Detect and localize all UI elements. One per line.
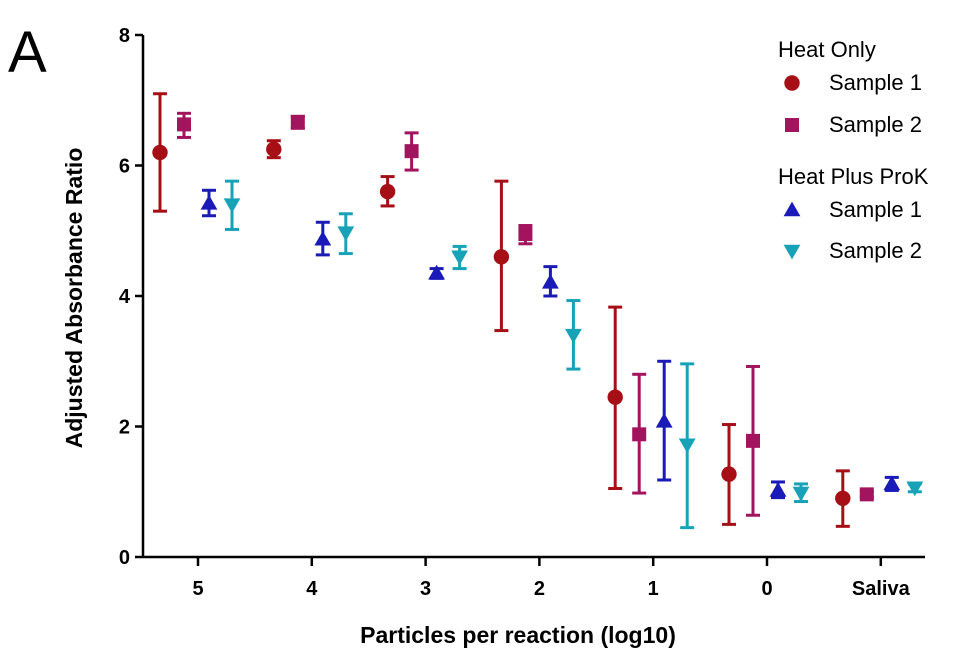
series-1 — [152, 92, 851, 528]
legend-marker — [783, 201, 801, 217]
data-point — [678, 438, 696, 454]
y-tick-label: 2 — [119, 417, 130, 439]
legend-group-title: Heat Only — [778, 37, 876, 62]
data-point — [200, 194, 218, 210]
data-marks — [152, 92, 924, 530]
data-point — [721, 466, 737, 482]
data-point — [290, 114, 305, 129]
y-tick-label: 8 — [119, 25, 130, 47]
x-axis-title: Particles per reaction (log10) — [360, 622, 676, 648]
x-tick-label: 3 — [420, 578, 431, 600]
data-point — [632, 427, 647, 442]
data-point — [223, 198, 241, 214]
data-point — [337, 226, 355, 242]
data-point — [746, 433, 760, 448]
data-point — [792, 486, 810, 502]
x-tick-label: 1 — [648, 578, 659, 600]
x-axis: 5 4 3 2 1 0 Saliva — [143, 555, 925, 600]
series-3 — [200, 188, 901, 500]
data-point — [451, 250, 468, 266]
data-point — [379, 183, 396, 200]
data-point — [493, 249, 510, 265]
legend-marker — [785, 118, 799, 132]
legend-label: Sample 1 — [829, 70, 922, 95]
x-tick-label: 4 — [306, 578, 318, 600]
y-tick-label: 0 — [119, 547, 130, 569]
data-point — [428, 264, 445, 280]
data-point — [565, 328, 582, 344]
data-point — [655, 412, 673, 428]
data-point — [542, 273, 559, 289]
legend: Heat Only Sample 1 Sample 2 Heat Plus ProK S… — [778, 37, 929, 263]
data-point — [835, 490, 851, 506]
legend-item: Sample 2 — [783, 238, 922, 263]
panel-label: A — [8, 20, 47, 85]
x-tick-label: 2 — [534, 578, 545, 600]
legend-marker — [783, 244, 801, 260]
series-4 — [223, 179, 924, 530]
data-point — [769, 482, 787, 497]
legend-label: Sample 2 — [829, 238, 922, 263]
y-axis: 0 2 4 6 8 — [119, 25, 145, 569]
data-point — [314, 230, 332, 246]
x-tick-label: 5 — [192, 578, 203, 600]
data-point — [607, 389, 623, 405]
legend-item: Sample 1 — [784, 70, 922, 95]
x-tick-label: 0 — [761, 578, 772, 600]
y-axis-title: Adjusted Absorbance Ratio — [61, 148, 87, 449]
data-point — [152, 144, 168, 161]
data-point — [518, 227, 533, 242]
legend-item: Sample 2 — [785, 112, 922, 137]
y-tick-label: 4 — [119, 286, 131, 308]
legend-item: Sample 1 — [783, 197, 922, 222]
data-point — [883, 475, 901, 491]
y-tick-label: 6 — [119, 156, 130, 178]
series-2 — [177, 111, 874, 517]
data-point — [177, 117, 191, 132]
legend-marker — [784, 75, 800, 91]
legend-group-title: Heat Plus ProK — [778, 164, 929, 189]
data-point — [906, 481, 924, 497]
data-point — [404, 144, 419, 159]
legend-label: Sample 2 — [829, 112, 922, 137]
data-point — [859, 487, 874, 502]
data-point — [266, 141, 282, 157]
legend-label: Sample 1 — [829, 197, 922, 222]
x-tick-label: Saliva — [852, 578, 911, 600]
